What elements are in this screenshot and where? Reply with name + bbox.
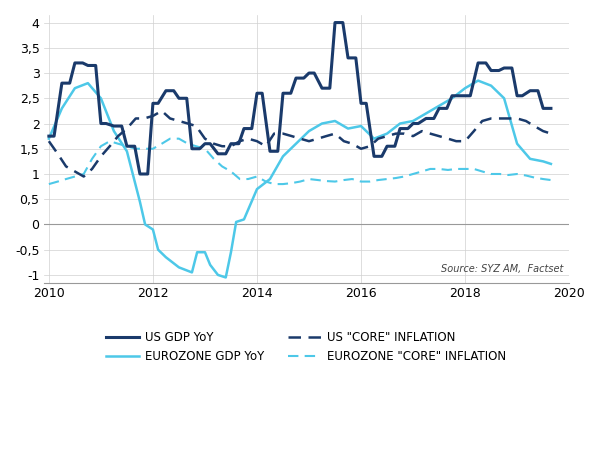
Text: Source: SYZ AM,  Factset: Source: SYZ AM, Factset xyxy=(442,264,564,274)
Legend: US GDP YoY, EUROZONE GDP YoY, US "CORE" INFLATION, EUROZONE "CORE" INFLATION: US GDP YoY, EUROZONE GDP YoY, US "CORE" … xyxy=(106,331,506,363)
